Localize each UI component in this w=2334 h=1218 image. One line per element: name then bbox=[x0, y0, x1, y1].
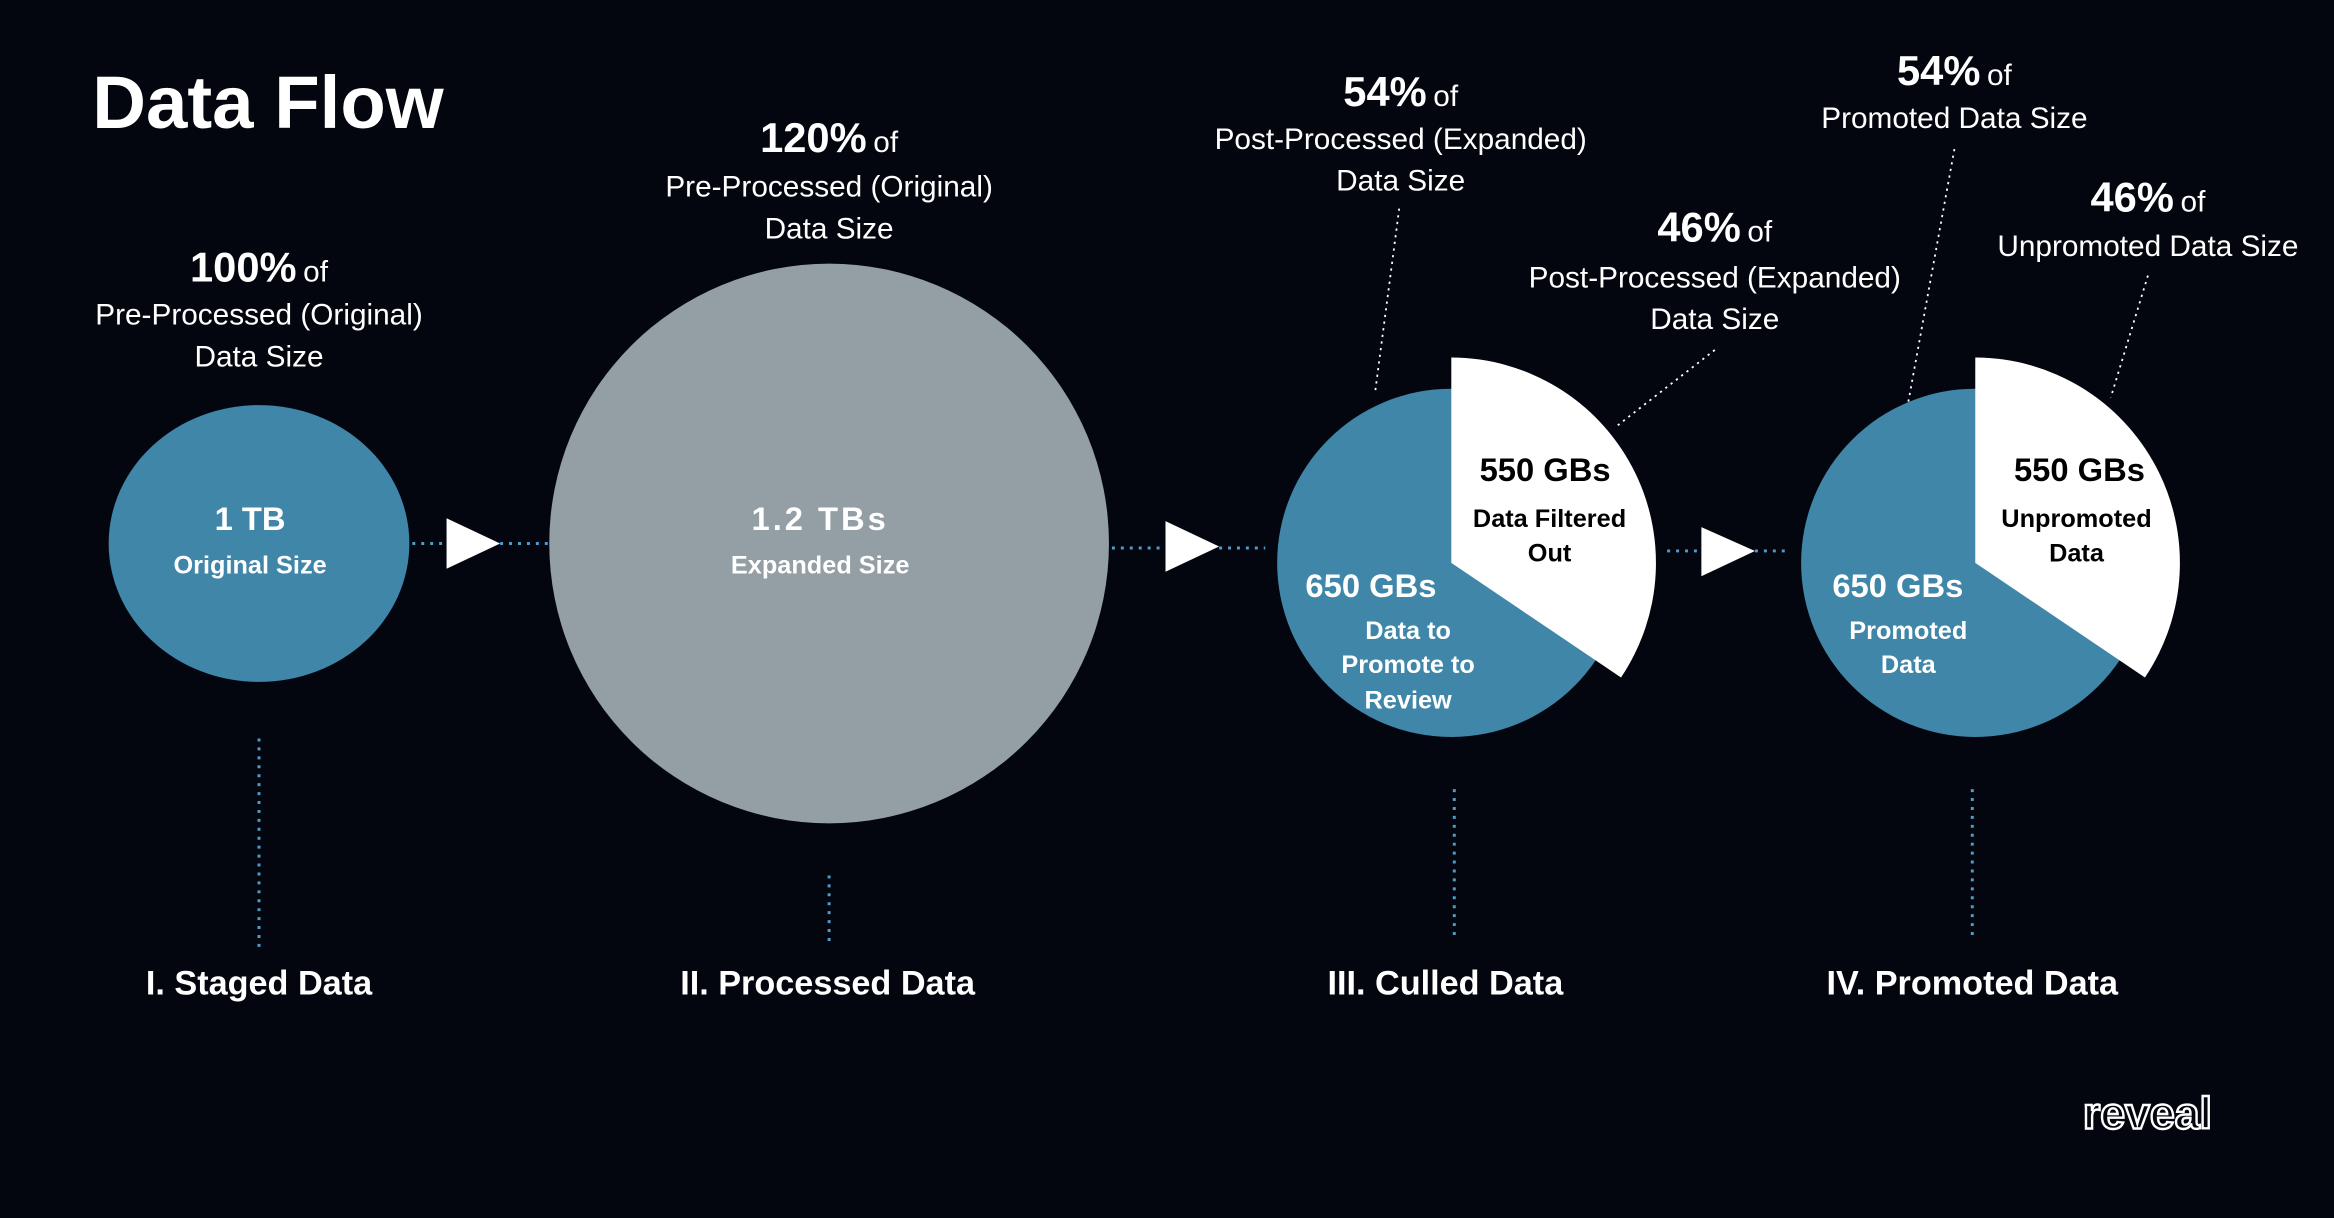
note-heading: 46% of bbox=[1657, 203, 1773, 250]
circle bbox=[549, 263, 1109, 824]
percent: 100% bbox=[190, 244, 297, 291]
logo: reveal bbox=[2083, 1089, 2212, 1138]
percent: 46% bbox=[2091, 174, 2174, 221]
kept-caption: Promote to bbox=[1341, 651, 1475, 679]
note-line: Pre-Processed (Original) bbox=[95, 299, 423, 332]
note-line: Data Size bbox=[1336, 165, 1465, 198]
circle-caption: Original Size bbox=[173, 551, 326, 579]
stage-label: III. Culled Data bbox=[1327, 965, 1564, 1003]
note-line: Post-Processed (Expanded) bbox=[1529, 261, 1901, 294]
of: of bbox=[2181, 186, 2207, 219]
note-heading: 100% of bbox=[190, 244, 329, 291]
arrow bbox=[446, 518, 501, 569]
note-line: Data Size bbox=[1650, 303, 1779, 336]
of: of bbox=[1747, 215, 1773, 248]
removed-caption: Out bbox=[1528, 539, 1572, 567]
percent: 54% bbox=[1343, 68, 1426, 115]
note-line: Unpromoted Data Size bbox=[1997, 230, 2298, 263]
circle bbox=[108, 405, 410, 682]
removed-caption: Unpromoted bbox=[2001, 505, 2151, 533]
percent: 46% bbox=[1657, 203, 1740, 250]
removed-size: 550 GBs bbox=[2014, 451, 2145, 488]
circle-caption: Expanded Size bbox=[731, 551, 910, 579]
note-line: Data Size bbox=[194, 340, 323, 373]
note-heading: 46% of bbox=[2091, 174, 2207, 221]
kept-caption: Data bbox=[1881, 651, 1937, 679]
note-heading: 54% of bbox=[1897, 47, 2013, 94]
percent: 54% bbox=[1897, 47, 1980, 94]
stage-label: II. Processed Data bbox=[680, 965, 976, 1003]
removed-slice bbox=[1451, 357, 1656, 678]
note-line: Promoted Data Size bbox=[1821, 102, 2087, 135]
kept-caption: Promoted bbox=[1849, 617, 1967, 645]
of: of bbox=[1433, 80, 1459, 113]
of: of bbox=[1987, 59, 2013, 92]
stage-label: IV. Promoted Data bbox=[1827, 965, 2120, 1003]
of: of bbox=[303, 256, 329, 289]
removed-slice bbox=[1975, 357, 2180, 678]
circle-size: 1 TB bbox=[215, 500, 286, 537]
note-line: Post-Processed (Expanded) bbox=[1215, 123, 1587, 156]
connectors bbox=[412, 518, 1790, 577]
removed-size: 550 GBs bbox=[1480, 451, 1611, 488]
arrow bbox=[1165, 521, 1220, 572]
removed-caption: Data Filtered bbox=[1473, 505, 1626, 533]
stage-label: I. Staged Data bbox=[146, 965, 373, 1003]
note-line: Data Size bbox=[765, 212, 894, 245]
circle-size: 1.2 TBs bbox=[752, 500, 889, 537]
leader bbox=[1907, 148, 1956, 403]
note-heading: 120% of bbox=[760, 114, 899, 161]
title: Data Flow bbox=[92, 61, 445, 144]
leader bbox=[2109, 275, 2149, 398]
removed-caption: Data bbox=[2049, 539, 2105, 567]
note-heading: 54% of bbox=[1343, 68, 1459, 115]
leader bbox=[1614, 349, 1716, 429]
of: of bbox=[873, 126, 899, 159]
kept-caption: Review bbox=[1365, 687, 1453, 715]
kept-size: 650 GBs bbox=[1305, 567, 1436, 604]
arrow bbox=[1701, 527, 1755, 577]
percent: 120% bbox=[760, 114, 867, 161]
kept-caption: Data to bbox=[1365, 617, 1451, 645]
note-line: Pre-Processed (Original) bbox=[665, 171, 993, 204]
kept-size: 650 GBs bbox=[1832, 567, 1963, 604]
